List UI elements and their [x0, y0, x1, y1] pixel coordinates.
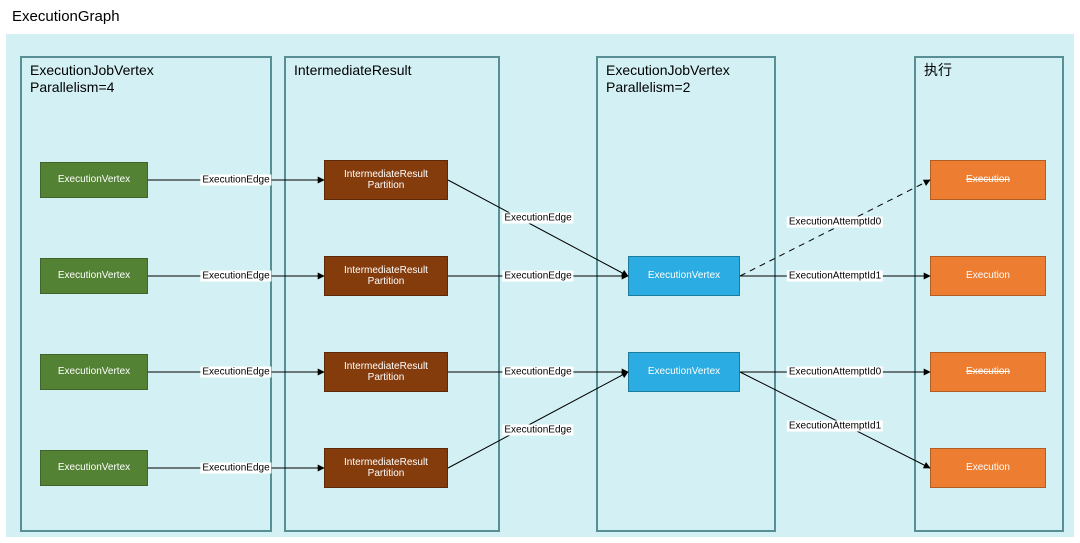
node-ev3: ExecutionVertex	[40, 354, 148, 390]
edge-label: ExecutionEdge	[200, 271, 271, 282]
node-label: Execution	[966, 270, 1010, 282]
node-ir4: IntermediateResultPartition	[324, 448, 448, 488]
node-label: ExecutionVertex	[58, 270, 130, 282]
edge-label: ExecutionEdge	[502, 367, 573, 378]
node-label: IntermediateResultPartition	[344, 457, 428, 480]
node-label: Execution	[966, 462, 1010, 474]
node-ex2: Execution	[930, 256, 1046, 296]
node-ev2: ExecutionVertex	[40, 258, 148, 294]
edge-label: ExecutionAttemptId0	[787, 367, 883, 378]
group-title: 执行	[924, 62, 952, 79]
edge-label: ExecutionEdge	[502, 425, 573, 436]
node-label: ExecutionVertex	[648, 366, 720, 378]
diagram-title: ExecutionGraph	[12, 8, 120, 25]
node-ex1: Execution	[930, 160, 1046, 200]
edge-label: ExecutionAttemptId1	[787, 271, 883, 282]
node-ex3: Execution	[930, 352, 1046, 392]
edge-label: ExecutionAttemptId1	[787, 421, 883, 432]
node-label: IntermediateResultPartition	[344, 361, 428, 384]
edge-label: ExecutionEdge	[200, 175, 271, 186]
node-label: ExecutionVertex	[58, 174, 130, 186]
node-xv2: ExecutionVertex	[628, 352, 740, 392]
edge-label: ExecutionEdge	[200, 463, 271, 474]
edge-label: ExecutionEdge	[502, 213, 573, 224]
node-label: Execution	[966, 366, 1010, 378]
node-label: IntermediateResultPartition	[344, 169, 428, 192]
node-label: Execution	[966, 174, 1010, 186]
group-title: IntermediateResult	[294, 62, 412, 79]
node-label: IntermediateResultPartition	[344, 265, 428, 288]
node-ir1: IntermediateResultPartition	[324, 160, 448, 200]
node-label: ExecutionVertex	[58, 366, 130, 378]
node-label: ExecutionVertex	[58, 462, 130, 474]
node-ir2: IntermediateResultPartition	[324, 256, 448, 296]
node-ev1: ExecutionVertex	[40, 162, 148, 198]
edge-label: ExecutionEdge	[502, 271, 573, 282]
node-ev4: ExecutionVertex	[40, 450, 148, 486]
node-ex4: Execution	[930, 448, 1046, 488]
group-title: ExecutionJobVertex Parallelism=2	[606, 62, 730, 96]
group-title: ExecutionJobVertex Parallelism=4	[30, 62, 154, 96]
node-label: ExecutionVertex	[648, 270, 720, 282]
node-ir3: IntermediateResultPartition	[324, 352, 448, 392]
edge-label: ExecutionAttemptId0	[787, 217, 883, 228]
edge-label: ExecutionEdge	[200, 367, 271, 378]
diagram-canvas: { "type": "flowchart", "canvas": { "widt…	[0, 0, 1080, 543]
node-xv1: ExecutionVertex	[628, 256, 740, 296]
